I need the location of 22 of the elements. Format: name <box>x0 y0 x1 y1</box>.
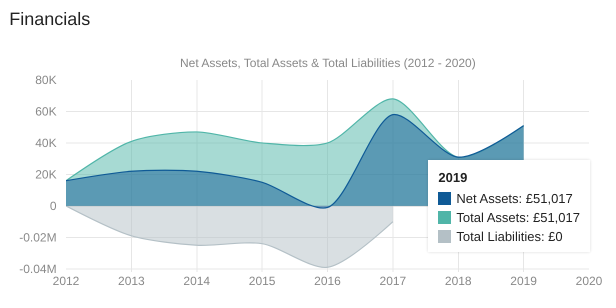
y-tick-label: 20K <box>35 168 57 182</box>
y-tick-label: 80K <box>35 73 57 88</box>
y-tick-label: -0.02M <box>19 230 57 245</box>
annotation: Total Assets: £51,017 <box>456 210 580 225</box>
chart-title: Financials <box>9 8 90 29</box>
y-tick-label: 40K <box>35 136 57 150</box>
x-tick-label: 2019 <box>510 274 538 288</box>
x-tick-label: 2018 <box>444 274 472 288</box>
x-tick-label: 2014 <box>183 274 210 288</box>
x-tick-label: 2017 <box>380 274 407 288</box>
annotation: Total Liabilities: £0 <box>456 229 563 244</box>
x-tick-label: 2020 <box>576 274 603 288</box>
y-tick-label: 60K <box>35 104 57 119</box>
chart-subtitle: Net Assets, Total Assets & Total Liabilities (2012 - 2020) <box>180 56 476 70</box>
y-tick-label: -0.04M <box>19 262 57 276</box>
x-tick-label: 2013 <box>118 274 146 288</box>
annotation: 2019 <box>438 170 468 185</box>
x-tick-label: 2012 <box>52 274 80 288</box>
x-tick-label: 2015 <box>248 274 276 288</box>
annotation: Net Assets: £51,017 <box>456 191 573 206</box>
y-tick-label: 0 <box>50 199 57 214</box>
x-tick-label: 2016 <box>314 274 342 288</box>
